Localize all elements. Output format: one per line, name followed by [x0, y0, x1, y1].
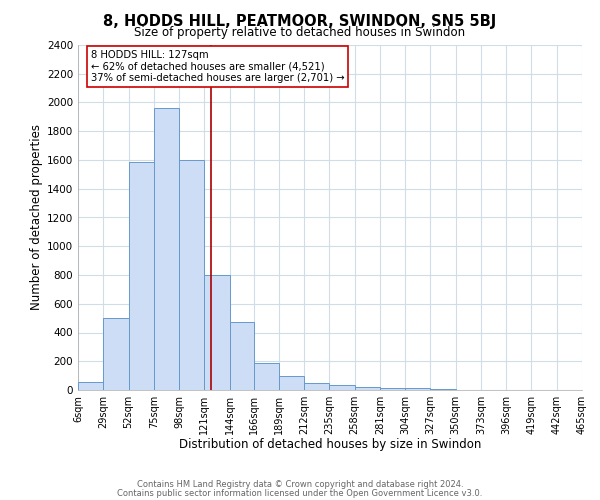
Y-axis label: Number of detached properties: Number of detached properties [30, 124, 43, 310]
Text: Contains public sector information licensed under the Open Government Licence v3: Contains public sector information licen… [118, 488, 482, 498]
Text: Size of property relative to detached houses in Swindon: Size of property relative to detached ho… [134, 26, 466, 39]
Text: 8, HODDS HILL, PEATMOOR, SWINDON, SN5 5BJ: 8, HODDS HILL, PEATMOOR, SWINDON, SN5 5B… [103, 14, 497, 29]
Bar [405, 388, 430, 390]
Bar [355, 387, 380, 390]
Bar [230, 322, 254, 390]
X-axis label: Distribution of detached houses by size in Swindon: Distribution of detached houses by size … [179, 438, 481, 452]
Text: 8 HODDS HILL: 127sqm
← 62% of detached houses are smaller (4,521)
37% of semi-de: 8 HODDS HILL: 127sqm ← 62% of detached h… [91, 50, 344, 84]
Bar [103, 318, 128, 390]
Bar [128, 162, 154, 390]
Bar [380, 388, 405, 390]
Bar [329, 386, 355, 390]
Bar [254, 362, 279, 390]
Bar [179, 160, 204, 390]
Bar [304, 383, 329, 390]
Bar [430, 388, 456, 390]
Bar [279, 376, 304, 390]
Bar [154, 108, 179, 390]
Text: Contains HM Land Registry data © Crown copyright and database right 2024.: Contains HM Land Registry data © Crown c… [137, 480, 463, 489]
Bar [204, 275, 230, 390]
Bar [78, 382, 103, 390]
